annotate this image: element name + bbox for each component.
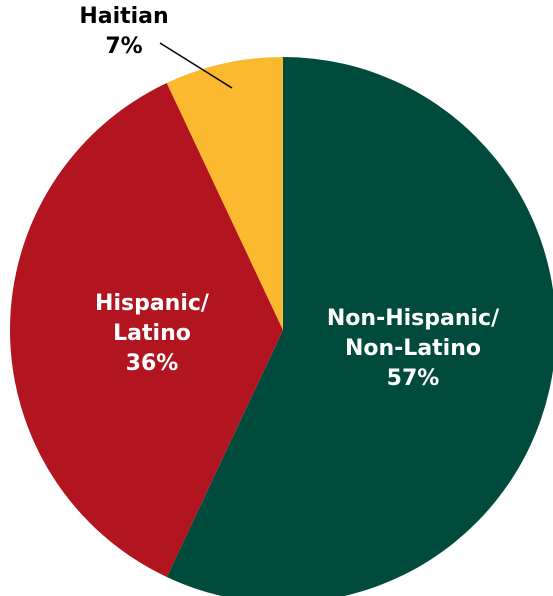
slice-label-line: Hispanic/	[95, 291, 210, 316]
slice-label-line: 36%	[126, 351, 179, 376]
slice-label-line: Non-Hispanic/	[327, 306, 500, 331]
slice-label-line: Non-Latino	[345, 336, 481, 361]
leader-line-haitian	[159, 42, 233, 89]
slice-label-non-hispanic-non-latino: Non-Hispanic/Non-Latino 57%	[327, 306, 500, 391]
slice-label-line: 57%	[387, 366, 440, 391]
slice-label-line: Latino	[113, 321, 191, 346]
slice-label-hispanic-latino: Hispanic/Latino 36%	[95, 291, 210, 376]
pie-slice-haitian	[166, 57, 283, 330]
slice-label-line: Haitian	[79, 4, 168, 29]
pie-slice-non-hispanic-non-latino	[166, 57, 553, 596]
labels-layer: Non-Hispanic/Non-Latino 57% Hispanic/Latin…	[79, 4, 500, 391]
slice-label-haitian: Haitian 7%	[79, 4, 168, 59]
leader-lines-layer	[159, 42, 233, 89]
pie-slice-hispanic-latino	[9, 82, 283, 578]
slices-layer	[9, 57, 553, 596]
slice-label-line: 7%	[105, 34, 142, 59]
